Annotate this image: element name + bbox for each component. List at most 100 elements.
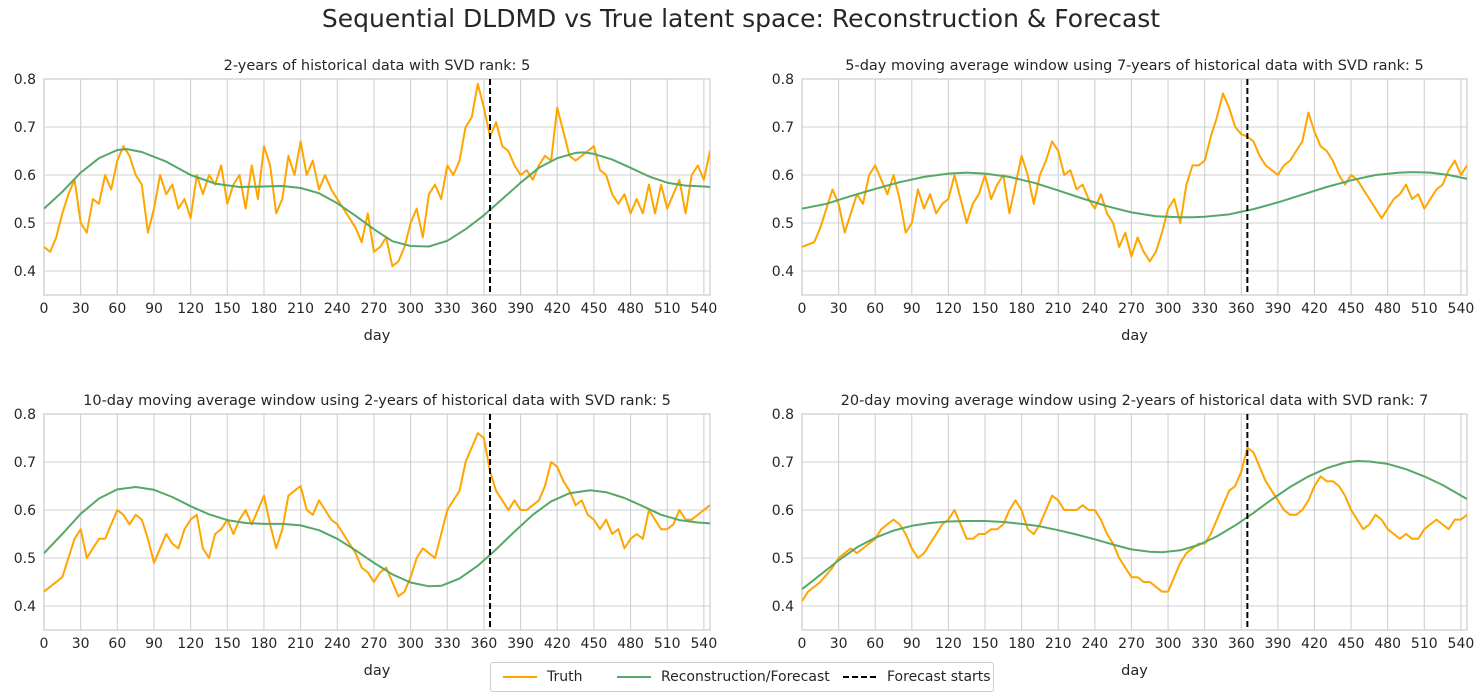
x-tick-label: 300	[1155, 636, 1182, 652]
x-tick-label: 240	[324, 301, 351, 317]
x-tick-label: 0	[798, 636, 807, 652]
x-tick-label: 150	[972, 636, 999, 652]
legend-item-forecast: Reconstruction/Forecast	[617, 669, 830, 685]
x-tick-label: 540	[1448, 301, 1475, 317]
subplot-title: 5-day moving average window using 7-year…	[845, 58, 1424, 74]
x-tick-label: 180	[251, 636, 278, 652]
x-tick-label: 180	[1008, 636, 1035, 652]
y-tick-label: 0.6	[14, 503, 36, 519]
x-tick-label: 30	[72, 301, 90, 317]
x-tick-label: 330	[1191, 301, 1218, 317]
x-tick-label: 30	[72, 636, 90, 652]
x-tick-label: 90	[903, 636, 921, 652]
subplot-3: 0 30 60 90 120 150 180 210 240 270 300 330 360 390 420…	[14, 393, 718, 679]
truth-line	[44, 82, 710, 268]
x-tick-label: 270	[1118, 636, 1145, 652]
x-tick-label: 90	[903, 301, 921, 317]
forecast-line	[802, 171, 1467, 219]
x-tick-label: 480	[1374, 636, 1401, 652]
x-tick-label: 60	[108, 636, 126, 652]
y-tick-label: 0.7	[14, 120, 36, 136]
x-tick-label: 240	[1081, 636, 1108, 652]
forecast-line	[44, 148, 710, 248]
y-tick-label: 0.5	[14, 216, 36, 232]
x-tick-label: 0	[798, 301, 807, 317]
x-tick-label: 450	[581, 636, 608, 652]
x-tick-label: 90	[145, 636, 163, 652]
axes-frame	[43, 413, 711, 631]
forecast-line	[802, 460, 1467, 590]
x-tick-label: 480	[617, 301, 644, 317]
x-tick-label: 180	[251, 301, 278, 317]
x-tick-label: 360	[1228, 636, 1255, 652]
x-tick-label: 360	[1228, 301, 1255, 317]
x-tick-label: 210	[287, 636, 314, 652]
legend-label-forecast: Reconstruction/Forecast	[661, 669, 830, 685]
y-tick-label: 0.5	[14, 551, 36, 567]
x-tick-label: 60	[866, 636, 884, 652]
y-tick-label: 0.8	[14, 72, 36, 88]
x-tick-label: 300	[397, 301, 424, 317]
x-axis-label: day	[364, 328, 391, 344]
x-tick-label: 210	[1045, 636, 1072, 652]
x-tick-label: 390	[507, 636, 534, 652]
y-tick-label: 0.5	[772, 551, 794, 567]
x-tick-label: 390	[507, 301, 534, 317]
x-tick-label: 450	[1338, 636, 1365, 652]
x-tick-label: 30	[830, 636, 848, 652]
x-tick-label: 300	[397, 636, 424, 652]
x-tick-label: 510	[1411, 301, 1438, 317]
x-tick-label: 0	[40, 636, 49, 652]
x-tick-label: 60	[108, 301, 126, 317]
axes-frame	[801, 78, 1468, 296]
subplot-title: 2-years of historical data with SVD rank…	[224, 58, 531, 74]
x-tick-label: 90	[145, 301, 163, 317]
legend-swatch-forecast	[617, 676, 651, 678]
x-tick-label: 510	[654, 301, 681, 317]
x-tick-label: 120	[935, 301, 962, 317]
subplot-1: 0 30 60 90 120 150 180 210 240 270 300 330 360 390 420…	[14, 58, 718, 344]
x-tick-label: 240	[1081, 301, 1108, 317]
y-tick-label: 0.8	[772, 72, 794, 88]
legend-swatch-truth	[503, 676, 537, 678]
x-tick-label: 240	[324, 636, 351, 652]
y-tick-label: 0.5	[772, 216, 794, 232]
subplot-4: 0 30 60 90 120 150 180 210 240 270 300 330 360 390 420…	[772, 393, 1475, 679]
x-tick-label: 510	[654, 636, 681, 652]
x-tick-label: 270	[1118, 301, 1145, 317]
forecast-line	[44, 486, 710, 588]
x-tick-label: 420	[544, 636, 571, 652]
legend-label-truth: Truth	[547, 669, 583, 685]
x-tick-label: 120	[177, 301, 204, 317]
y-tick-label: 0.4	[772, 264, 794, 280]
x-tick-label: 390	[1265, 636, 1292, 652]
x-tick-label: 150	[214, 301, 241, 317]
x-tick-label: 540	[1448, 636, 1475, 652]
x-tick-label: 150	[214, 636, 241, 652]
x-tick-label: 120	[935, 636, 962, 652]
legend-item-forecast-start: Forecast starts	[843, 669, 991, 685]
x-axis-label: day	[1121, 663, 1148, 679]
x-tick-label: 210	[1045, 301, 1072, 317]
subplot-2: 0 30 60 90 120 150 180 210 240 270 300 330 360 390 420…	[772, 58, 1475, 344]
x-tick-label: 360	[471, 301, 498, 317]
subplot-title: 20-day moving average window using 2-yea…	[841, 393, 1429, 409]
x-axis-label: day	[364, 663, 391, 679]
x-tick-label: 0	[40, 301, 49, 317]
y-tick-label: 0.7	[772, 455, 794, 471]
truth-line	[802, 446, 1467, 602]
x-tick-label: 270	[361, 636, 388, 652]
x-tick-label: 330	[1191, 636, 1218, 652]
y-tick-label: 0.4	[14, 599, 36, 615]
x-tick-label: 180	[1008, 301, 1035, 317]
legend: Truth Reconstruction/Forecast Forecast s…	[490, 662, 994, 692]
x-tick-label: 300	[1155, 301, 1182, 317]
x-tick-label: 30	[830, 301, 848, 317]
truth-line	[44, 432, 710, 598]
x-axis-label: day	[1121, 328, 1148, 344]
legend-label-forecast-start: Forecast starts	[887, 669, 991, 685]
x-tick-label: 360	[471, 636, 498, 652]
y-tick-label: 0.6	[772, 503, 794, 519]
x-tick-label: 450	[1338, 301, 1365, 317]
